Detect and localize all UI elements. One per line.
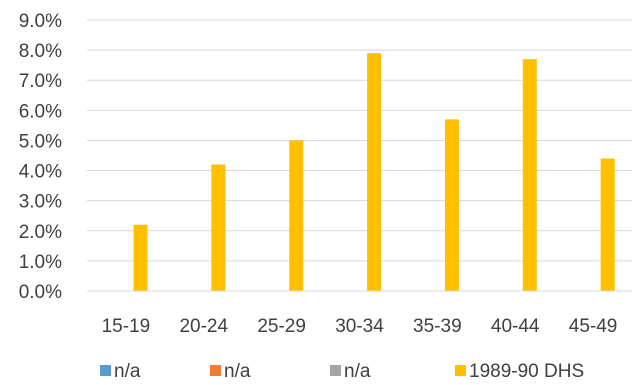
y-tick-label: 4.0% bbox=[19, 162, 62, 183]
y-tick-label: 7.0% bbox=[19, 71, 62, 92]
legend-label: n/a bbox=[114, 361, 141, 382]
legend-swatch bbox=[210, 365, 221, 376]
x-tick-label: 25-29 bbox=[257, 316, 306, 337]
bar-30-34 bbox=[367, 53, 382, 291]
y-tick-label: 3.0% bbox=[19, 192, 62, 213]
legend-swatch bbox=[100, 365, 111, 376]
x-tick-label: 20-24 bbox=[179, 316, 228, 337]
y-tick-label: 8.0% bbox=[19, 41, 62, 62]
x-tick-label: 35-39 bbox=[413, 316, 462, 337]
legend-item: n/a bbox=[330, 361, 371, 382]
y-tick-label: 9.0% bbox=[19, 11, 62, 32]
legend-swatch bbox=[330, 365, 341, 376]
legend-item: 1989-90 DHS bbox=[455, 361, 584, 382]
legend: n/a n/a n/a 1989-90 DHS bbox=[100, 361, 584, 382]
y-tick-label: 2.0% bbox=[19, 222, 62, 243]
bar-35-39 bbox=[444, 119, 459, 291]
legend-item: n/a bbox=[100, 361, 141, 382]
legend-label: n/a bbox=[224, 361, 251, 382]
gridlines bbox=[87, 19, 632, 262]
x-tick-label: 15-19 bbox=[102, 316, 151, 337]
bars bbox=[133, 53, 615, 292]
y-axis-tick-labels: 0.0% 1.0% 2.0% 3.0% 4.0% 5.0% 6.0% 7.0% 8.0% 9.0% bbox=[19, 11, 62, 303]
x-axis-tick-labels: 15-19 20-24 25-29 30-34 35-39 40-44 45-49 bbox=[102, 316, 618, 337]
y-tick-label: 0.0% bbox=[19, 282, 62, 303]
legend-item: n/a bbox=[210, 361, 251, 382]
y-tick-label: 1.0% bbox=[19, 252, 62, 273]
x-tick-label: 40-44 bbox=[491, 316, 540, 337]
legend-label: 1989-90 DHS bbox=[469, 361, 584, 382]
x-tick-label: 45-49 bbox=[569, 316, 618, 337]
bar-20-24 bbox=[211, 164, 226, 291]
y-tick-label: 6.0% bbox=[19, 101, 62, 122]
bar-45-49 bbox=[600, 158, 615, 291]
legend-label: n/a bbox=[344, 361, 371, 382]
legend-swatch bbox=[455, 365, 466, 376]
bar-40-44 bbox=[522, 59, 537, 292]
x-tick-label: 30-34 bbox=[335, 316, 384, 337]
bar-25-29 bbox=[289, 140, 304, 291]
bar-15-19 bbox=[133, 224, 148, 291]
y-tick-label: 5.0% bbox=[19, 131, 62, 152]
